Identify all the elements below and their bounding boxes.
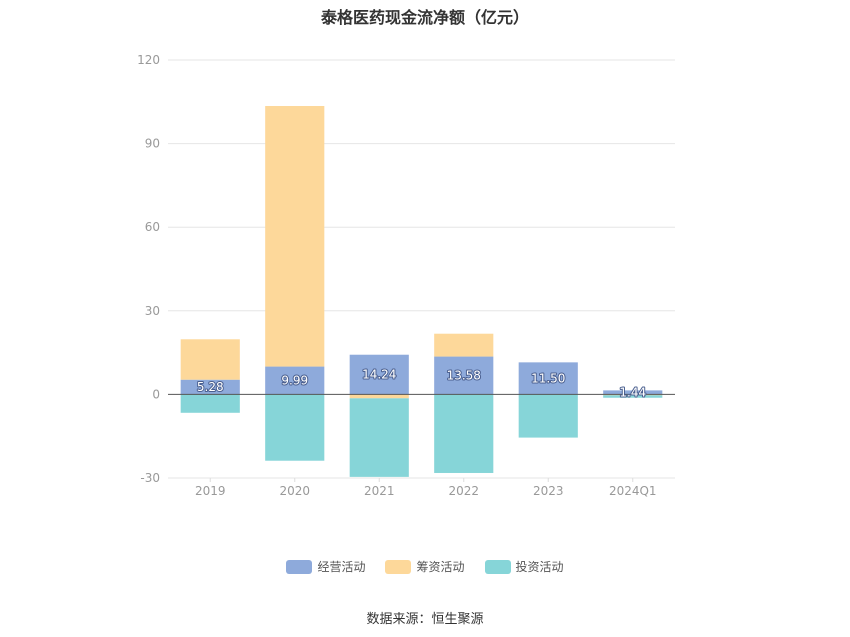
x-tick-label: 2019 (195, 484, 226, 498)
chart-title: 泰格医药现金流净额（亿元） (320, 8, 529, 27)
y-tick-label: 0 (152, 387, 160, 401)
y-tick-label: -30 (140, 471, 160, 485)
bar-经营活动-2019 (180, 379, 240, 395)
y-tick-label: 120 (137, 53, 160, 67)
legend-swatch (484, 559, 511, 574)
bar-投资活动-2024Q1 (603, 395, 663, 398)
bar-筹资活动-2019 (180, 339, 240, 380)
data-labels: 5.28 9.99 14.24 13.58 11.50 1.44 (196, 367, 647, 401)
legend-label: 投资活动 (515, 560, 564, 574)
legend-item[interactable]: 筹资活动 (385, 558, 465, 575)
bar-投资活动-2021 (349, 398, 409, 477)
bars (180, 106, 663, 477)
x-tick-label: 2022 (448, 484, 479, 498)
legend-label: 筹资活动 (416, 560, 465, 574)
axes: -30 0 30 60 90 120 2019 2020 2021 2022 2023 2024Q1 (137, 53, 675, 498)
bar-value-label: 1.44 (619, 385, 646, 399)
bar-经营活动-2020 (265, 366, 325, 395)
bar-投资活动-2019 (180, 394, 240, 413)
bar-筹资活动-2022 (434, 333, 494, 357)
x-tick-label: 2021 (364, 484, 395, 498)
bar-value-label: 11.50 (531, 371, 565, 385)
bar-投资活动-2022 (434, 394, 494, 473)
bar-投资活动-2023 (518, 394, 578, 438)
x-tick-label: 2020 (279, 484, 310, 498)
data-source: 数据来源：恒生聚源 (366, 612, 484, 627)
legend-swatch (385, 559, 412, 574)
bar-value-label: 13.58 (447, 368, 481, 382)
bar-经营活动-2022 (434, 356, 494, 395)
bar-value-label: 9.99 (281, 373, 308, 387)
bar-value-label: 5.28 (197, 380, 224, 394)
legend: 经营活动 筹资活动 投资活动 (0, 558, 850, 575)
bar-筹资活动-2021 (349, 394, 409, 399)
y-tick-label: 60 (145, 220, 160, 234)
bar-筹资活动-2020 (265, 106, 325, 367)
bar-经营活动-2024Q1 (603, 390, 663, 395)
legend-item[interactable]: 投资活动 (484, 558, 564, 575)
x-tick-label: 2023 (533, 484, 564, 498)
x-tick-label: 2024Q1 (609, 484, 657, 498)
grid-lines (168, 59, 675, 479)
legend-label: 经营活动 (317, 560, 366, 574)
bar-value-label: 14.24 (362, 368, 396, 382)
y-tick-label: 90 (145, 137, 160, 151)
bar-经营活动-2023 (518, 362, 578, 395)
legend-swatch (286, 559, 313, 574)
bar-经营活动-2021 (349, 354, 409, 395)
y-tick-label: 30 (145, 304, 160, 318)
bar-投资活动-2020 (265, 394, 325, 461)
legend-item[interactable]: 经营活动 (286, 558, 365, 575)
